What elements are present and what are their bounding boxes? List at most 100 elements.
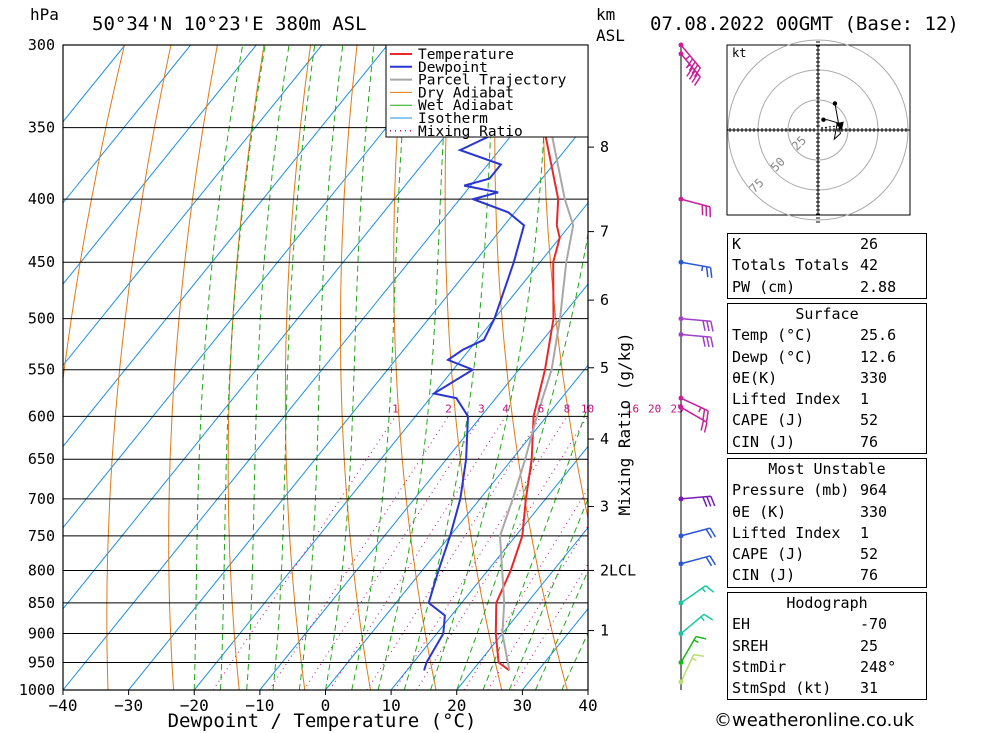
surface-label: Dewp (°C) (732, 347, 814, 366)
mixing-ratio-line (463, 487, 588, 690)
legend-item: Mixing Ratio (418, 124, 523, 140)
surface-row: Dewp (°C) 12.6 (728, 347, 926, 368)
index-row: Totals Totals 42 (728, 255, 926, 276)
isotherm-line (63, 45, 585, 690)
hodo-value: -70 (860, 615, 888, 634)
wind-barb (678, 635, 707, 666)
x-tick-label: 0 (321, 696, 331, 715)
pressure-tick-label: 750 (28, 527, 55, 545)
mixing-ratio-line (487, 524, 588, 690)
hodograph-table-title: Hodograph (786, 594, 868, 612)
legend-item: Isotherm (418, 111, 488, 127)
wet-adiabat-line (508, 497, 588, 690)
mixing-ratio-line (329, 416, 507, 690)
km-tick-label: 4 (600, 430, 609, 448)
most-unstable-title: Most Unstable (768, 460, 886, 478)
hodograph-unit: kt (732, 46, 746, 60)
hodo-label: StmDir (732, 657, 787, 676)
wind-barb (678, 495, 716, 507)
pressure-tick-label: 950 (28, 654, 55, 672)
wind-barb (678, 316, 714, 332)
most-unstable-label: CIN (J) (732, 566, 796, 585)
x-tick-label: −30 (114, 696, 143, 715)
wet-adiabat-line (482, 403, 588, 690)
credit-link[interactable]: ©weatheronline.co.uk (714, 710, 915, 731)
pressure-tick-label: 800 (28, 561, 55, 579)
km-tick-label: 7 (600, 223, 609, 241)
x-tick-label: 10 (381, 696, 400, 715)
pressure-tick-label: 500 (28, 310, 55, 328)
dry-adiabat-line (106, 45, 172, 690)
km-tick-label: 5 (600, 359, 609, 377)
most-unstable-row: CIN (J) 76 (728, 565, 926, 586)
pressure-tick-label: 300 (28, 36, 55, 54)
hodo-row: SREH 25 (728, 636, 926, 657)
wind-barb (678, 51, 701, 86)
pressure-tick-label: 550 (28, 361, 55, 379)
hodo-value: 248° (860, 657, 897, 676)
wet-adiabat-line (193, 45, 244, 690)
wet-adiabat-line (351, 45, 410, 690)
surface-value: 330 (860, 368, 888, 387)
pressure-tick-label: 1000 (19, 681, 55, 699)
surface-row: Temp (°C) 25.6 (728, 325, 926, 346)
most-unstable-value: 52 (860, 545, 879, 564)
isotherm-line (63, 45, 192, 204)
legend-item: Dewpoint (418, 60, 488, 76)
surface-label: Lifted Index (732, 390, 841, 409)
surface-row: θE(K) 330 (728, 368, 926, 389)
index-label: PW (cm) (732, 277, 796, 296)
x-axis-label: Dewpoint / Temperature (°C) (168, 710, 477, 732)
km-unit: km (596, 5, 615, 24)
isotherm-line (193, 202, 588, 690)
most-unstable-row: Lifted Index 1 (728, 523, 926, 544)
isotherm-line (63, 45, 388, 448)
km-tick-label: 8 (600, 138, 609, 156)
surface-label: Temp (°C) (732, 326, 814, 345)
most-unstable-table: Most Unstable Pressure (mb) 964 θE (K) 330 L… (727, 458, 927, 588)
mixing-ratio-line (394, 416, 568, 690)
km-tick-label: 2LCL (600, 561, 636, 579)
index-row: K 26 (728, 234, 926, 255)
wind-barbs (678, 42, 717, 690)
dry-adiabat-line (340, 45, 371, 690)
most-unstable-value: 76 (860, 566, 879, 585)
hodo-row: EH -70 (728, 614, 926, 635)
hodograph-trace (823, 103, 841, 141)
legend-item: Temperature (418, 47, 514, 63)
isotherm-line (63, 45, 257, 285)
x-tick-label: 30 (513, 696, 532, 715)
temperature-line (494, 45, 561, 672)
pressure-tick-label: 850 (28, 594, 55, 612)
dry-adiabat-line (393, 45, 437, 690)
x-tick-label: 20 (447, 696, 466, 715)
hodograph-table: Hodograph EH -70 SREH 25 StmDir 248° StmSpd (k… (727, 592, 927, 701)
wind-barb (678, 404, 708, 433)
hodograph-point (821, 117, 826, 122)
km-tick-label: 3 (600, 498, 609, 516)
surface-value: 25.6 (860, 326, 897, 345)
index-value: 2.88 (860, 277, 897, 296)
wind-barb (678, 613, 714, 637)
wind-barb (678, 259, 713, 278)
mixing-ratio-label: 2 (445, 402, 452, 415)
hodo-label: SREH (732, 636, 769, 655)
x-tick-label: −40 (49, 696, 78, 715)
dry-adiabat-line (962, 45, 1000, 690)
legend-item: Wet Adiabat (418, 98, 514, 114)
pressure-tick-label: 350 (28, 119, 55, 137)
isotherm-line (456, 526, 588, 690)
index-value: 26 (860, 235, 879, 253)
mixing-ratio-label: 20 (648, 402, 661, 415)
mixing-ratio-label: 16 (626, 402, 639, 415)
x-tick-label: −10 (245, 696, 274, 715)
x-tick-label: −20 (180, 696, 209, 715)
pressure-tick-label: 650 (28, 450, 55, 468)
surface-row: CAPE (J) 52 (728, 410, 926, 431)
surface-value: 76 (860, 432, 879, 451)
surface-row: CIN (J) 76 (728, 432, 926, 453)
wet-adiabat-line (535, 569, 588, 690)
most-unstable-label: CAPE (J) (732, 545, 805, 564)
most-unstable-value: 330 (860, 502, 888, 521)
